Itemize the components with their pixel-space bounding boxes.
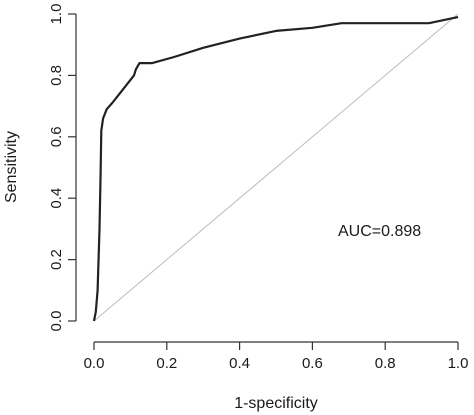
y-tick-label: 0.4 xyxy=(48,188,65,209)
x-tick-label: 0.2 xyxy=(156,355,177,372)
x-tick-label: 1.0 xyxy=(448,355,469,372)
x-tick-label: 0.6 xyxy=(302,355,323,372)
y-tick-label: 0.2 xyxy=(48,249,65,270)
roc-curve-line xyxy=(92,16,459,322)
y-tick-label: 0.6 xyxy=(48,126,65,147)
x-axis-title: 1-specificity xyxy=(234,395,318,412)
auc-annotation: AUC=0.898 xyxy=(338,223,421,240)
x-tick-label: 0.4 xyxy=(229,355,250,372)
y-tick-label: 0.8 xyxy=(48,65,65,86)
x-tick-label: 0.0 xyxy=(84,355,105,372)
reference-diagonal-line xyxy=(93,13,459,322)
y-tick-label: 1.0 xyxy=(48,4,65,25)
y-axis-title: Sensitivity xyxy=(3,131,20,203)
y-tick-label: 0.0 xyxy=(48,311,65,332)
y-ticks: 0.0 0.2 0.4 0.6 0.8 1.0 xyxy=(48,4,76,332)
x-ticks: 0.0 0.2 0.4 0.6 0.8 1.0 xyxy=(84,342,469,372)
x-tick-label: 0.8 xyxy=(375,355,396,372)
